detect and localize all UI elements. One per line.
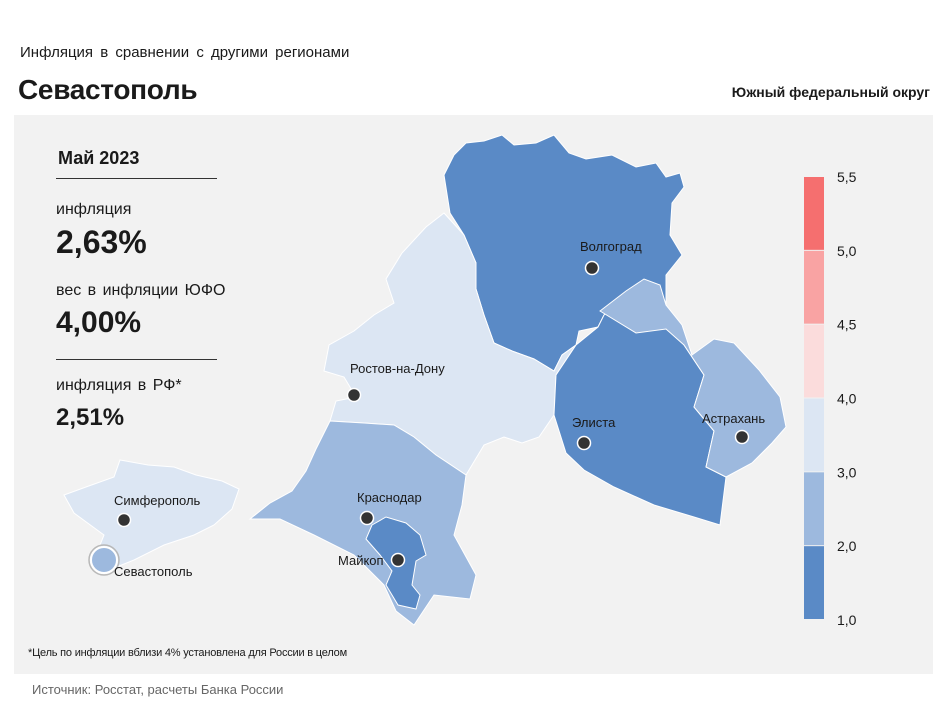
period-label: Май 2023: [58, 148, 140, 168]
city-label-maykop: Майкоп: [338, 553, 384, 568]
city-marker-volgograd[interactable]: [584, 260, 600, 276]
city-marker-rostov[interactable]: [346, 387, 362, 403]
city-label-volgograd: Волгоград: [580, 239, 642, 254]
legend-tick-label: 2,0: [837, 538, 857, 554]
legend-tick-label: 3,0: [837, 464, 857, 480]
inflation-value: 2,63%: [56, 224, 147, 260]
city-marker-sevastopol[interactable]: [90, 546, 118, 574]
legend-bin: [804, 177, 824, 250]
region-title: Севастополь: [18, 74, 198, 105]
city-marker-elista[interactable]: [576, 435, 592, 451]
region-crimea[interactable]: [63, 459, 240, 571]
russia-inflation-label: инфляция в РФ*: [56, 377, 182, 394]
legend-tick-label: 5,0: [837, 243, 857, 259]
source-note: Источник: Росстат, расчеты Банка России: [32, 682, 284, 697]
city-label-simferopol: Симферополь: [114, 493, 201, 508]
map-panel: Май 2023 инфляция 2,63% вес в инфляции Ю…: [14, 115, 933, 674]
city-marker-astrakhan[interactable]: [734, 429, 750, 445]
color-legend: 1,0 2,0 3,0 4,0 4,5 5,0 5,5: [804, 169, 857, 628]
legend-bin: [804, 546, 824, 619]
city-label-rostov: Ростов-на-Дону: [350, 361, 445, 376]
legend-bin: [804, 472, 824, 546]
legend-tick-label: 4,5: [837, 317, 857, 333]
footnote: *Цель по инфляции вблизи 4% установлена …: [28, 647, 347, 659]
region-astrakhan[interactable]: [599, 278, 787, 478]
legend-bin: [804, 324, 824, 398]
legend-tick-label: 4,0: [837, 391, 857, 407]
weight-label: вес в инфляции ЮФО: [56, 282, 226, 299]
weight-value: 4,00%: [56, 306, 142, 339]
legend-bin: [804, 250, 824, 324]
legend-tick-label: 1,0: [837, 612, 857, 628]
city-marker-sevastopol-ring: [88, 544, 120, 576]
divider: [56, 178, 217, 179]
district-title: Южный федеральный округ: [731, 84, 930, 100]
city-marker-maykop[interactable]: [390, 552, 406, 568]
region-map: Волгоград Ростов-на-Дону Элиста Астрахан…: [63, 134, 857, 628]
chart-subtitle: Инфляция в сравнении с другими регионами: [20, 44, 350, 61]
city-label-elista: Элиста: [572, 415, 616, 430]
city-label-krasnodar: Краснодар: [357, 490, 422, 505]
city-marker-simferopol[interactable]: [116, 512, 132, 528]
city-label-sevastopol: Севастополь: [114, 564, 193, 579]
russia-inflation-value: 2,51%: [56, 404, 125, 431]
inflation-label: инфляция: [56, 201, 132, 218]
city-label-astrakhan: Астрахань: [702, 411, 765, 426]
city-marker-krasnodar[interactable]: [359, 510, 375, 526]
legend-tick-label: 5,5: [837, 169, 857, 185]
legend-bin: [804, 398, 824, 472]
divider: [56, 359, 217, 360]
